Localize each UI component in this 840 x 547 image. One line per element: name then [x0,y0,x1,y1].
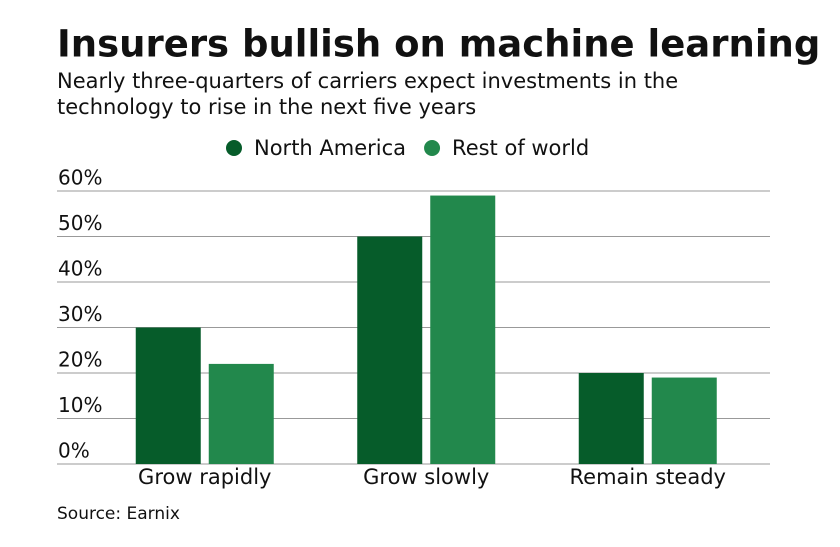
y-tick-label: 50% [58,211,102,235]
legend-label: Rest of world [452,136,589,160]
chart-title: Insurers bullish on machine learning [57,23,820,66]
y-tick-label: 0% [58,439,90,463]
y-tick-label: 40% [58,257,102,281]
x-tick-label: Grow slowly [363,465,489,489]
bar [135,327,201,464]
chart-subtitle: Nearly three-quarters of carriers expect… [57,69,678,93]
bar [357,236,423,464]
y-tick-label: 60% [58,166,102,190]
bar [651,377,717,464]
legend-label: North America [254,136,406,160]
bar [578,373,644,464]
y-tick-label: 10% [58,393,102,417]
legend-marker [424,140,441,156]
legend-marker [226,140,242,156]
x-tick-label: Grow rapidly [138,465,271,489]
x-tick-label: Remain steady [570,465,726,489]
chart-subtitle: technology to rise in the next five year… [57,95,476,119]
bar [430,195,496,465]
source: Source: Earnix [57,504,180,524]
bar [208,363,274,464]
y-tick-label: 30% [58,302,102,326]
y-tick-label: 20% [58,348,102,372]
